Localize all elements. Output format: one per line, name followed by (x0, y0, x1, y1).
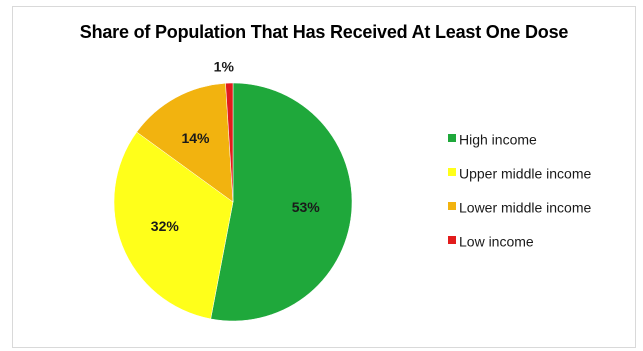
legend-label-upper-middle-income: Upper middle income (459, 165, 592, 182)
chart-legend: High income Upper middle income Lower midd… (448, 127, 591, 263)
legend-swatch-low-income (448, 236, 456, 245)
pie-label-low-income: 1% (214, 58, 235, 74)
pie-slice-labels: 53% 32% 14% 1% (151, 58, 320, 234)
pie-label-lower-middle-income: 14% (181, 130, 210, 146)
pie-slice-low-income (225, 82, 234, 203)
legend-label-high-income: High income (459, 131, 537, 148)
legend-label-lower-middle-income: Lower middle income (459, 199, 592, 216)
pie-label-upper-middle-income: 32% (151, 218, 180, 234)
legend-item-low-income: Low income (448, 229, 591, 263)
legend-item-lower-middle-income: Lower middle income (448, 195, 591, 229)
pie-slice-high-income (210, 82, 353, 322)
legend-label-low-income: Low income (459, 233, 534, 250)
pie-slice-lower-middle-income (136, 82, 234, 203)
legend-item-high-income: High income (448, 127, 591, 161)
legend-swatch-upper-middle-income (448, 168, 456, 177)
pie-slice-upper-middle-income (113, 131, 234, 320)
legend-item-upper-middle-income: Upper middle income (448, 161, 591, 195)
legend-swatch-lower-middle-income (448, 202, 456, 211)
legend-swatch-high-income (448, 134, 456, 143)
pie-slices (113, 82, 353, 322)
chart-title: Share of Population That Has Received At… (79, 22, 569, 42)
pie-label-high-income: 53% (292, 199, 321, 215)
